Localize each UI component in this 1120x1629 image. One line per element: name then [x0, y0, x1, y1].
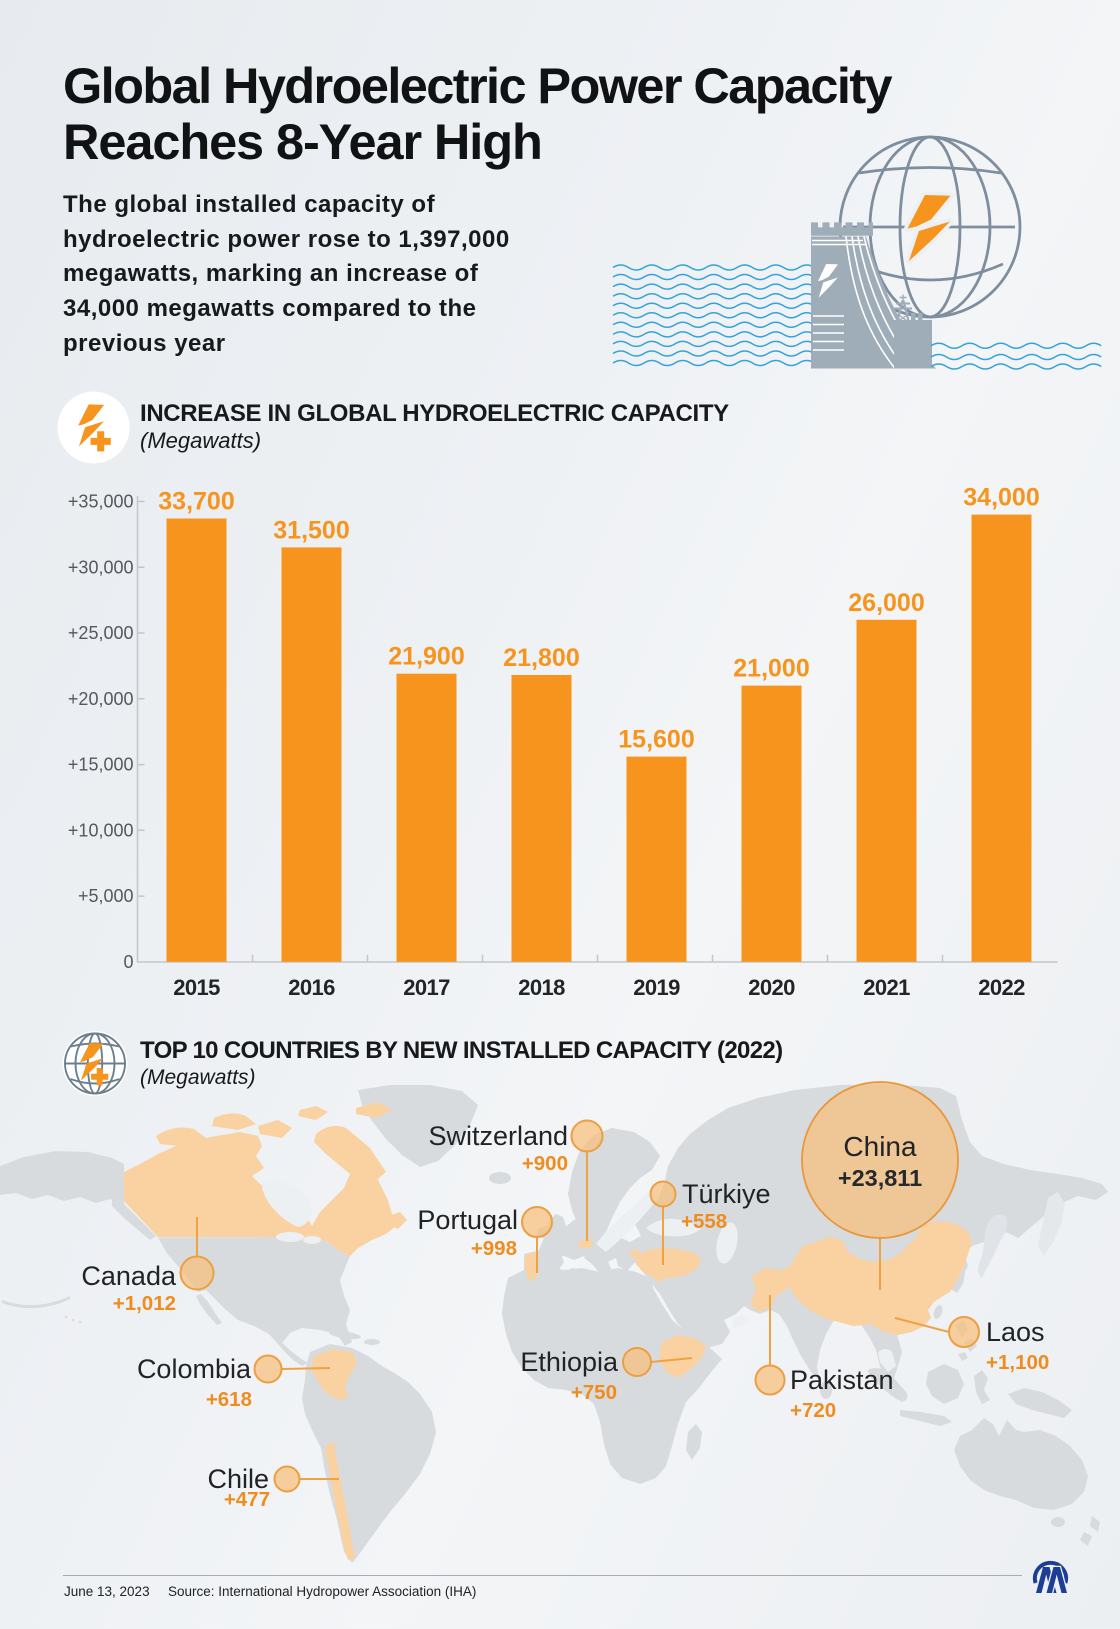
svg-text:2016: 2016 — [288, 975, 335, 1000]
svg-text:31,500: 31,500 — [273, 516, 349, 544]
svg-text:+35,000: +35,000 — [68, 492, 134, 512]
svg-text:+25,000: +25,000 — [68, 623, 134, 643]
svg-text:2019: 2019 — [633, 975, 680, 1000]
svg-text:+15,000: +15,000 — [68, 755, 134, 775]
svg-text:33,700: 33,700 — [158, 488, 234, 516]
svg-text:21,800: 21,800 — [503, 644, 579, 672]
svg-text:2021: 2021 — [863, 975, 910, 1000]
svg-text:+10,000: +10,000 — [68, 820, 134, 840]
svg-text:34,000: 34,000 — [963, 484, 1039, 512]
svg-text:+20,000: +20,000 — [68, 689, 134, 709]
svg-text:+5,000: +5,000 — [78, 886, 134, 906]
svg-text:2022: 2022 — [978, 975, 1025, 1000]
svg-text:2018: 2018 — [518, 975, 565, 1000]
svg-text:2020: 2020 — [748, 975, 795, 1000]
svg-text:2017: 2017 — [403, 975, 450, 1000]
svg-text:2015: 2015 — [173, 975, 220, 1000]
svg-text:0: 0 — [123, 952, 133, 972]
svg-text:26,000: 26,000 — [848, 589, 924, 617]
svg-text:21,000: 21,000 — [733, 655, 809, 683]
svg-text:15,600: 15,600 — [618, 726, 694, 754]
svg-text:+30,000: +30,000 — [68, 557, 134, 577]
svg-text:21,900: 21,900 — [388, 643, 464, 671]
